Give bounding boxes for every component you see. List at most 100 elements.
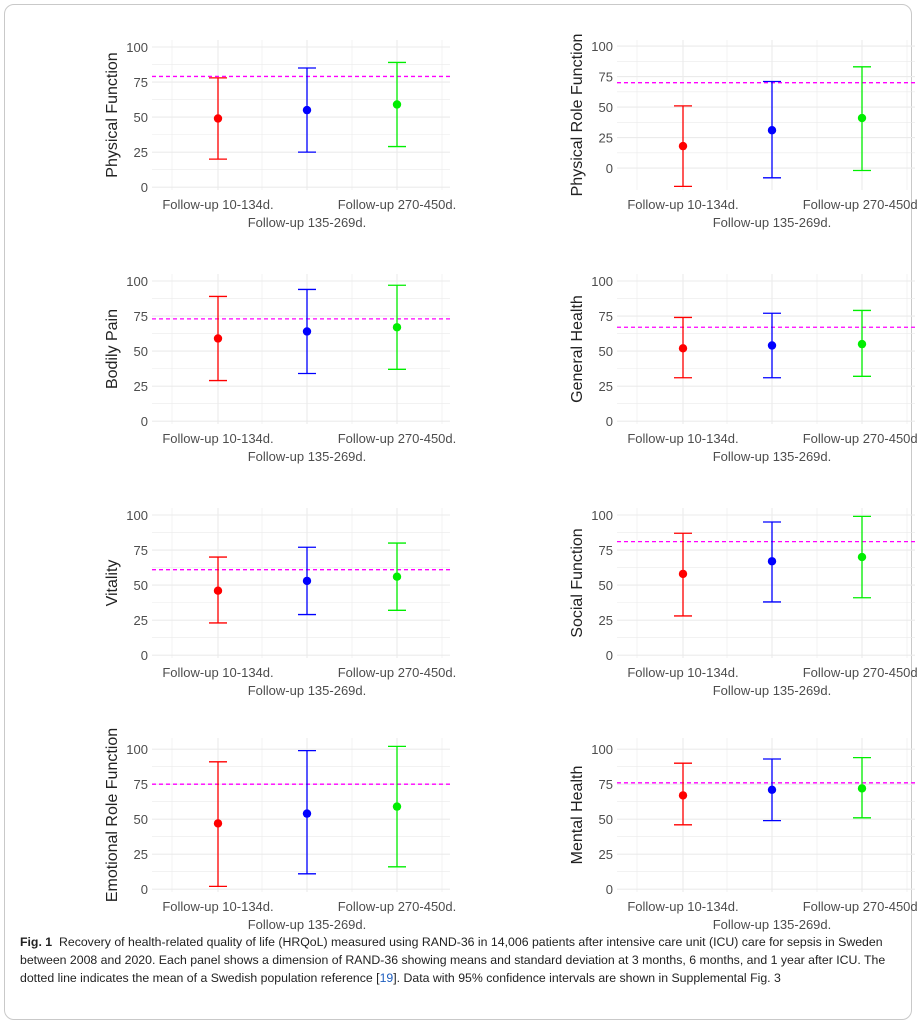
y-tick-label: 100 <box>126 508 148 523</box>
y-tick-label: 50 <box>599 578 613 593</box>
figure-label: Fig. 1 <box>20 935 53 949</box>
y-tick-label: 50 <box>134 110 148 125</box>
x-tick-label: Follow-up 10-134d. <box>627 665 738 680</box>
caption-reference-link[interactable]: 19 <box>379 971 394 985</box>
mean-point <box>302 105 312 115</box>
y-axis-label: Bodily Pain <box>104 309 121 389</box>
x-tick-label: Follow-up 10-134d. <box>162 665 273 680</box>
mean-point <box>392 802 402 811</box>
y-tick-label: 75 <box>134 543 148 558</box>
figure-caption: Fig. 1 Recovery of health-related qualit… <box>20 933 900 987</box>
mean-point <box>678 344 688 353</box>
y-axis-label: Emotional Role Function <box>104 728 121 902</box>
y-tick-label: 25 <box>599 131 613 146</box>
x-tick-label: Follow-up 135-269d. <box>248 215 367 230</box>
x-tick-label: Follow-up 135-269d. <box>713 449 832 464</box>
y-tick-label: 25 <box>134 145 148 160</box>
x-tick-label: Follow-up 10-134d. <box>162 431 273 446</box>
x-tick-label: Follow-up 135-269d. <box>713 683 832 698</box>
x-tick-label: Follow-up 270-450d. <box>803 431 917 446</box>
chart-physical-role-function: 0 25 50 75 100 Physical Role Function Follow-u… <box>569 34 917 230</box>
y-tick-label: 0 <box>606 161 613 176</box>
mean-point <box>767 785 777 794</box>
y-tick-label: 0 <box>606 882 613 897</box>
x-tick-label: Follow-up 270-450d. <box>338 431 457 446</box>
mean-point <box>857 552 867 562</box>
y-tick-label: 100 <box>591 742 613 757</box>
mean-point <box>392 323 402 332</box>
y-tick-label: 100 <box>126 274 148 289</box>
y-tick-label: 100 <box>591 39 613 54</box>
mean-point <box>678 569 688 579</box>
caption-text-end: ]. Data with 95% confidence intervals ar… <box>393 971 781 985</box>
mean-point <box>213 114 223 123</box>
mean-point <box>767 126 777 135</box>
x-tick-label: Follow-up 135-269d. <box>248 917 367 932</box>
y-tick-label: 100 <box>126 742 148 757</box>
chart-social-function: 0 25 50 75 100 Social Function Follow-up 10-13… <box>569 508 917 698</box>
x-tick-label: Follow-up 135-269d. <box>248 449 367 464</box>
y-tick-label: 100 <box>126 40 148 55</box>
x-tick-label: Follow-up 10-134d. <box>162 899 273 914</box>
x-tick-label: Follow-up 270-450d. <box>338 665 457 680</box>
mean-point <box>678 141 688 151</box>
y-tick-label: 50 <box>599 344 613 359</box>
y-tick-label: 25 <box>599 613 613 628</box>
y-tick-label: 75 <box>599 70 613 85</box>
y-axis-label: Social Function <box>569 528 586 637</box>
y-axis-label: Vitality <box>104 560 121 607</box>
chart-mental-health: 0 25 50 75 100 Mental Health Follow-up 10-134d… <box>569 738 917 932</box>
y-tick-label: 25 <box>134 613 148 628</box>
y-tick-label: 100 <box>591 274 613 289</box>
y-tick-label: 0 <box>141 882 148 897</box>
x-tick-label: Follow-up 270-450d. <box>803 665 917 680</box>
chart-panels: 0 25 50 75 100 Physical Function Follow-up 10-… <box>104 34 917 932</box>
y-tick-label: 25 <box>599 847 613 862</box>
y-tick-label: 25 <box>134 379 148 394</box>
x-tick-label: Follow-up 135-269d. <box>713 215 832 230</box>
chart-vitality: 0 25 50 75 100 Vitality Follow-up 10-134d. Foll… <box>104 508 457 698</box>
figure-frame <box>4 4 912 1020</box>
y-tick-label: 25 <box>134 847 148 862</box>
x-tick-label: Follow-up 270-450d. <box>803 197 917 212</box>
x-tick-label: Follow-up 270-450d. <box>803 899 917 914</box>
y-tick-label: 25 <box>599 379 613 394</box>
mean-point <box>678 791 688 800</box>
y-axis-label: Physical Function <box>104 52 121 177</box>
y-axis-label: Mental Health <box>569 766 586 865</box>
x-tick-label: Follow-up 135-269d. <box>713 917 832 932</box>
y-tick-label: 50 <box>134 344 148 359</box>
y-tick-label: 0 <box>606 648 613 663</box>
caption-text: Recovery of health-related quality of li… <box>20 935 886 985</box>
mean-point <box>302 576 312 586</box>
x-tick-label: Follow-up 270-450d. <box>338 899 457 914</box>
x-tick-label: Follow-up 270-450d. <box>338 197 457 212</box>
chart-bodily-pain: 0 25 50 75 100 Bodily Pain Follow-up 10-134d. F… <box>104 274 457 464</box>
mean-point <box>857 113 867 123</box>
y-tick-label: 0 <box>141 648 148 663</box>
y-tick-label: 50 <box>134 578 148 593</box>
y-tick-label: 75 <box>599 309 613 324</box>
y-tick-label: 50 <box>134 812 148 827</box>
mean-point <box>767 557 777 566</box>
mean-point <box>857 784 867 793</box>
x-tick-label: Follow-up 10-134d. <box>627 899 738 914</box>
y-tick-label: 75 <box>599 543 613 558</box>
chart-general-health: 0 25 50 75 100 General Health Follow-up 10-134… <box>569 274 917 464</box>
chart-physical-function: 0 25 50 75 100 Physical Function Follow-up 10-… <box>104 40 457 230</box>
y-tick-label: 75 <box>134 75 148 90</box>
x-tick-label: Follow-up 10-134d. <box>162 197 273 212</box>
y-tick-label: 50 <box>599 100 613 115</box>
mean-point <box>392 100 402 109</box>
mean-point <box>302 809 312 818</box>
y-tick-label: 100 <box>591 508 613 523</box>
y-tick-label: 0 <box>141 414 148 429</box>
y-tick-label: 0 <box>141 180 148 195</box>
mean-point <box>213 334 223 343</box>
x-tick-label: Follow-up 135-269d. <box>248 683 367 698</box>
mean-point <box>213 586 223 595</box>
x-tick-label: Follow-up 10-134d. <box>627 197 738 212</box>
mean-point <box>857 339 867 349</box>
y-tick-label: 75 <box>134 777 148 792</box>
y-tick-label: 75 <box>134 309 148 324</box>
